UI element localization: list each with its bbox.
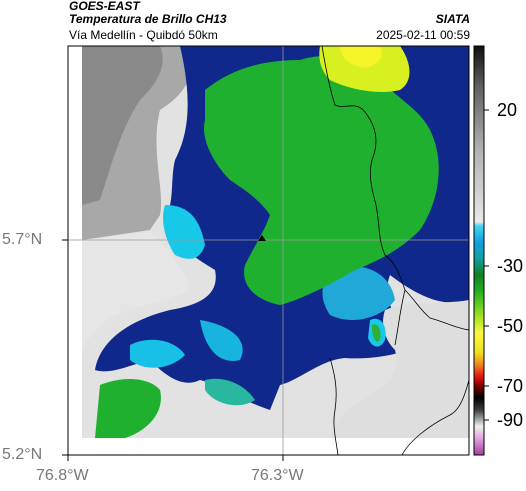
map-field bbox=[68, 46, 469, 455]
y-tick-label: 5.7°N bbox=[2, 231, 43, 248]
satellite-title: GOES-EAST bbox=[69, 0, 140, 13]
product-title: Temperatura de Brillo CH13 bbox=[69, 12, 227, 26]
colorbar-tick-label: -30 bbox=[497, 256, 524, 276]
datetime-label: 2025-02-11 00:59 bbox=[376, 28, 470, 42]
colorbar-tick-label: -70 bbox=[497, 376, 524, 396]
colorbar bbox=[473, 45, 485, 456]
x-tick-label: 76.8°W bbox=[36, 467, 89, 484]
source-label: SIATA bbox=[435, 12, 470, 26]
city-marker-icon bbox=[258, 235, 266, 241]
y-tick-label: 5.2°N bbox=[2, 446, 43, 463]
colorbar-tick-label: 20 bbox=[497, 100, 518, 120]
colorbar-tick-label: -50 bbox=[497, 316, 524, 336]
region-label: Vía Medellín - Quibdó 50km bbox=[69, 28, 218, 42]
colorbar-tick-label: -90 bbox=[497, 410, 524, 430]
x-tick-label: 76.3°W bbox=[251, 467, 304, 484]
map-frame bbox=[67, 45, 470, 456]
